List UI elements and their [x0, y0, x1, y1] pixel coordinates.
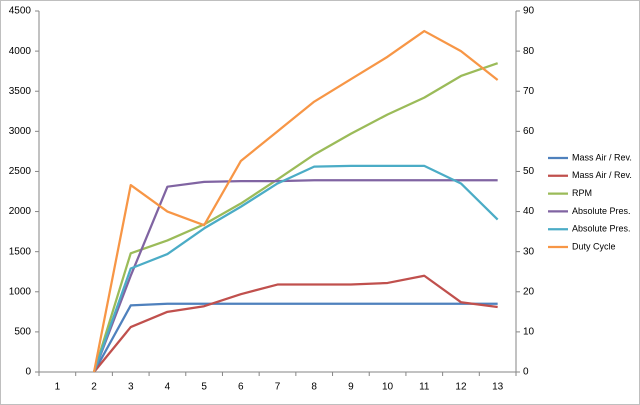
series-line [93, 274, 498, 373]
x-tick-label: 6 [238, 382, 244, 393]
x-tick-label: 10 [382, 382, 394, 393]
x-tick-label: 12 [455, 382, 467, 393]
x-tick-label: 1 [55, 382, 61, 393]
y2-tick-label: 50 [523, 166, 535, 177]
y2-tick-label: 0 [523, 367, 529, 378]
y-tick-label: 1000 [9, 286, 32, 297]
x-tick-label: 2 [91, 382, 97, 393]
x-tick-label: 7 [275, 382, 281, 393]
y2-tick-label: 90 [523, 6, 535, 17]
y2-tick-label: 60 [523, 126, 535, 137]
y-tick-label: 3000 [9, 126, 32, 137]
legend-label: Mass Air / Rev. [572, 170, 632, 180]
x-tick-label: 3 [128, 382, 134, 393]
y2-tick-label: 10 [523, 327, 535, 338]
x-tick-label: 4 [165, 382, 171, 393]
y-tick-label: 2500 [9, 166, 32, 177]
legend-label: Absolute Pres. [572, 224, 631, 234]
legend-label: Absolute Pres. [572, 206, 631, 216]
y-tick-label: 0 [25, 367, 31, 378]
legend-label: Mass Air / Rev. [572, 152, 632, 162]
x-tick-label: 8 [311, 382, 317, 393]
y-tick-label: 500 [14, 327, 31, 338]
y-tick-label: 3500 [9, 86, 32, 97]
x-tick-label: 11 [419, 382, 430, 393]
y-tick-label: 1500 [9, 246, 32, 257]
legend-label: RPM [572, 188, 592, 198]
x-tick-label: 9 [348, 382, 354, 393]
legend: Mass Air / Rev. Mass Air / Rev. RPM Absolut… [548, 152, 632, 251]
y2-tick-label: 30 [523, 246, 535, 257]
y2-tick-label: 70 [523, 86, 535, 97]
y2-tick-label: 40 [523, 206, 535, 217]
y2-tick-label: 20 [523, 286, 535, 297]
series-line [92, 62, 499, 373]
x-tick-label: 13 [492, 382, 504, 393]
y-tick-label: 4000 [9, 46, 32, 57]
x-tick-label: 5 [201, 382, 207, 393]
y2-tick-label: 80 [523, 46, 535, 57]
series-line [92, 29, 499, 373]
series-line [92, 179, 498, 373]
series-line [93, 302, 498, 373]
y-tick-label: 2000 [9, 206, 32, 217]
y-tick-label: 4500 [9, 6, 32, 17]
legend-label: Duty Cycle [572, 241, 616, 251]
series-line [92, 164, 499, 373]
